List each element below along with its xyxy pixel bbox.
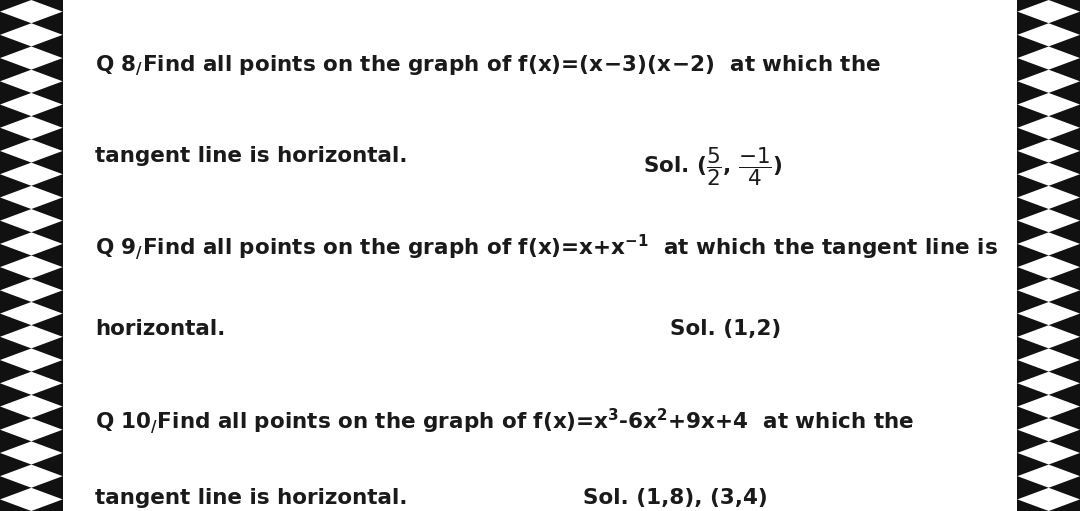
Polygon shape [0, 278, 63, 302]
Polygon shape [0, 442, 63, 464]
Polygon shape [0, 186, 63, 209]
Text: Sol. (1,2): Sol. (1,2) [670, 319, 781, 339]
Polygon shape [0, 418, 63, 442]
Text: Q $\mathbf{10}$$_{\mathbf{/}}$Find all points on the graph of f(x)=x$^{\mathbf{3: Q $\mathbf{10}$$_{\mathbf{/}}$Find all p… [95, 406, 915, 436]
Polygon shape [0, 395, 63, 418]
Polygon shape [0, 47, 63, 69]
Polygon shape [0, 464, 63, 488]
Polygon shape [0, 140, 63, 162]
Polygon shape [1017, 371, 1080, 395]
Polygon shape [1017, 256, 1080, 278]
Text: Sol. (1,8), (3,4): Sol. (1,8), (3,4) [583, 488, 768, 508]
Polygon shape [1017, 162, 1080, 186]
Polygon shape [0, 371, 63, 395]
Text: Sol. ($\dfrac{5}{2}$, $\dfrac{-1}{4}$): Sol. ($\dfrac{5}{2}$, $\dfrac{-1}{4}$) [643, 146, 782, 189]
Polygon shape [0, 302, 63, 325]
Bar [1017, 0, 1080, 511]
Polygon shape [1017, 395, 1080, 418]
Polygon shape [0, 349, 63, 371]
Polygon shape [0, 209, 63, 233]
Polygon shape [0, 0, 63, 23]
Text: tangent line is horizontal.: tangent line is horizontal. [95, 488, 407, 508]
Polygon shape [0, 233, 63, 256]
Polygon shape [1017, 442, 1080, 464]
Polygon shape [1017, 278, 1080, 302]
Polygon shape [1017, 209, 1080, 233]
Text: horizontal.: horizontal. [95, 319, 226, 339]
Polygon shape [1017, 47, 1080, 69]
Polygon shape [1017, 0, 1080, 23]
Polygon shape [1017, 116, 1080, 140]
Polygon shape [0, 69, 63, 93]
Polygon shape [1017, 186, 1080, 209]
Text: Q $\mathbf{9}$$_{\mathbf{/}}$Find all points on the graph of f(x)=x+x$^{\mathbf{: Q $\mathbf{9}$$_{\mathbf{/}}$Find all po… [95, 233, 998, 262]
Polygon shape [1017, 349, 1080, 371]
Polygon shape [1017, 418, 1080, 442]
Text: tangent line is horizontal.: tangent line is horizontal. [95, 146, 407, 166]
Polygon shape [0, 488, 63, 511]
Polygon shape [1017, 464, 1080, 488]
Polygon shape [1017, 23, 1080, 47]
Text: Q $\mathbf{8}$$_{\mathbf{/}}$Find all points on the graph of f(x)=$\mathbf{(x\!-: Q $\mathbf{8}$$_{\mathbf{/}}$Find all po… [95, 54, 881, 78]
Polygon shape [1017, 140, 1080, 162]
Polygon shape [1017, 93, 1080, 116]
Polygon shape [0, 256, 63, 278]
Polygon shape [1017, 488, 1080, 511]
Polygon shape [0, 23, 63, 47]
Polygon shape [1017, 69, 1080, 93]
Polygon shape [0, 325, 63, 349]
Polygon shape [1017, 325, 1080, 349]
Polygon shape [0, 162, 63, 186]
Polygon shape [1017, 302, 1080, 325]
Polygon shape [0, 116, 63, 140]
Bar [0, 0, 63, 511]
Polygon shape [1017, 233, 1080, 256]
Polygon shape [0, 93, 63, 116]
